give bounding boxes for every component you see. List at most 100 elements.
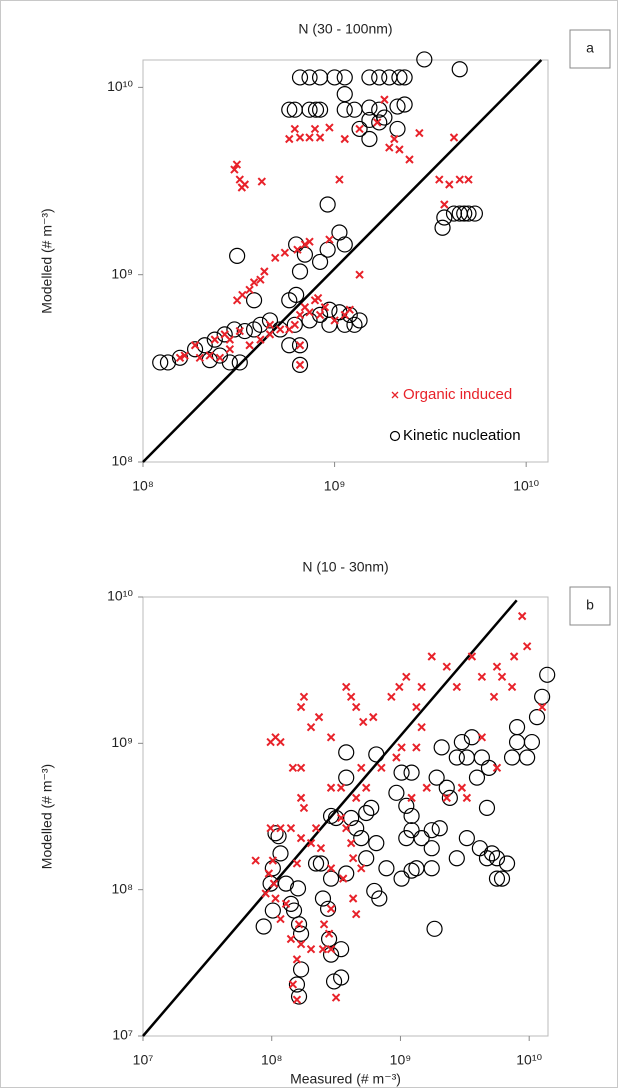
point: [206, 331, 223, 348]
point: [301, 69, 318, 86]
x-tick-label: 10⁸: [132, 478, 154, 494]
point: [290, 124, 300, 134]
point: [393, 870, 410, 887]
point: [269, 879, 279, 888]
point: [235, 326, 244, 336]
point: [423, 822, 440, 839]
point: [412, 702, 421, 712]
point: [305, 308, 314, 317]
point: [295, 360, 305, 370]
point: [267, 825, 284, 842]
point: [358, 804, 375, 822]
point: [285, 134, 294, 144]
point: [265, 330, 275, 339]
point: [416, 51, 433, 68]
point: [528, 709, 546, 726]
point: [413, 830, 430, 847]
point: [403, 764, 420, 781]
point: [215, 353, 225, 363]
point: [445, 180, 454, 189]
point: [457, 783, 467, 792]
legend-label: Kinetic nucleation: [403, 427, 521, 444]
point: [296, 939, 306, 949]
point: [423, 860, 440, 877]
point: [366, 882, 383, 900]
point: [348, 894, 358, 903]
point: [296, 702, 306, 712]
point: [229, 247, 246, 264]
point: [336, 236, 353, 253]
point: [330, 316, 339, 325]
x-tick-label: 10⁹: [324, 478, 346, 494]
point: [288, 976, 306, 993]
point: [225, 345, 235, 354]
legend-marker: [389, 430, 401, 442]
point: [415, 128, 424, 138]
point: [434, 219, 451, 236]
y-axis-label: Modelled (# m⁻³): [39, 764, 55, 869]
point: [452, 682, 462, 692]
point: [291, 356, 309, 373]
point: [276, 824, 285, 833]
point: [464, 175, 473, 184]
point: [433, 739, 450, 756]
point: [393, 764, 410, 781]
plot-area: [142, 596, 549, 1037]
point: [343, 809, 360, 827]
point: [371, 101, 388, 118]
point: [236, 322, 253, 340]
point: [232, 160, 242, 169]
point: [320, 303, 330, 312]
legend-label: Organic induced: [403, 386, 512, 403]
point: [292, 955, 302, 964]
point: [290, 916, 308, 933]
point: [238, 290, 247, 300]
y-tick-label: 10⁸: [112, 453, 134, 469]
point: [264, 902, 281, 919]
point: [336, 69, 353, 86]
point: [306, 944, 316, 954]
point: [275, 325, 285, 334]
reference-line: [142, 599, 518, 1037]
point: [493, 870, 511, 887]
point: [468, 769, 486, 786]
point: [387, 692, 396, 701]
point: [296, 833, 306, 843]
point: [264, 869, 274, 878]
x-tick-label: 10⁸: [261, 1052, 283, 1068]
point: [455, 175, 464, 184]
point: [403, 807, 420, 825]
y-tick-label: 10⁹: [111, 265, 133, 281]
point: [417, 682, 426, 692]
point: [292, 859, 302, 868]
point: [272, 321, 289, 338]
point: [522, 642, 532, 651]
point: [362, 783, 371, 792]
point: [492, 763, 502, 773]
point: [523, 733, 541, 751]
point: [395, 145, 404, 154]
point: [537, 702, 547, 712]
point: [435, 175, 444, 184]
point: [460, 205, 477, 222]
y-tick-label: 10¹⁰: [107, 588, 133, 604]
point: [426, 920, 443, 937]
point: [326, 904, 336, 914]
series: [175, 95, 473, 370]
point: [316, 844, 326, 853]
point: [281, 337, 298, 354]
point: [314, 890, 332, 907]
point: [326, 783, 336, 792]
point: [478, 850, 496, 867]
point: [315, 310, 325, 320]
point: [422, 783, 431, 792]
point: [488, 850, 506, 867]
point: [225, 335, 235, 344]
point: [353, 830, 370, 847]
point: [186, 341, 204, 358]
point: [368, 746, 385, 763]
point: [467, 652, 477, 661]
point: [296, 246, 314, 263]
point: [451, 61, 468, 78]
